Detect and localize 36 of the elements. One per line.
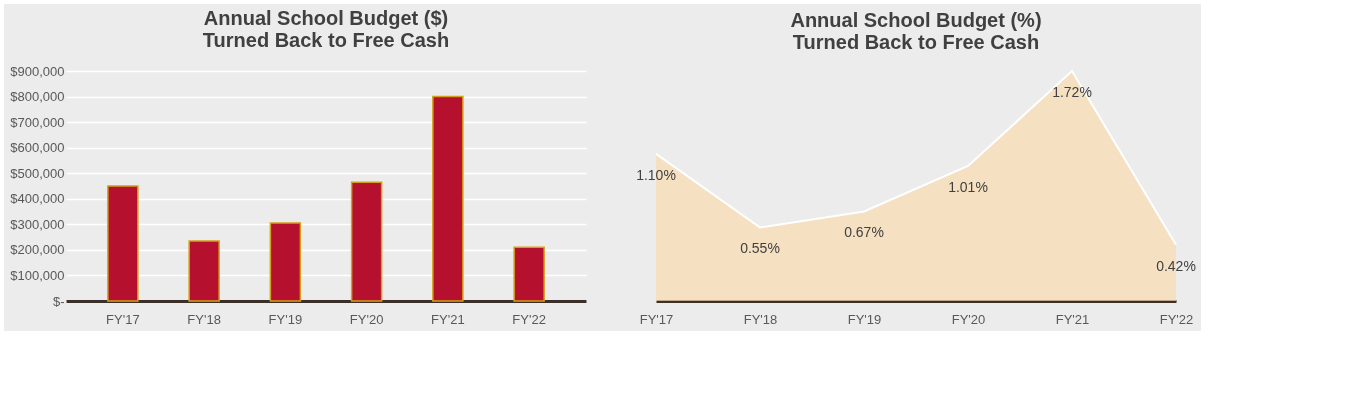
x-tick-label: FY'20 — [349, 311, 384, 327]
data-label: 1.72% — [1052, 84, 1092, 100]
y-tick-label: $- — [52, 293, 65, 309]
chart-title: Annual School Budget (%) Turned Back to Free Cash — [790, 9, 1042, 53]
x-tick-label: FY'19 — [268, 311, 303, 327]
bar — [269, 222, 302, 302]
data-label: 0.55% — [740, 240, 780, 257]
y-tick-label: $700,000 — [10, 114, 65, 130]
y-tick-label: $500,000 — [10, 165, 65, 181]
data-label: 0.42% — [1156, 257, 1196, 274]
data-label: 0.67% — [844, 224, 884, 241]
x-tick-label: FY'17 — [106, 311, 140, 327]
y-tick-label: $100,000 — [10, 267, 65, 283]
y-tick-label: $900,000 — [10, 63, 65, 79]
x-tick-label: FY'17 — [639, 311, 674, 327]
x-tick-label: FY'22 — [1159, 311, 1194, 327]
x-tick-label: FY'22 — [512, 311, 546, 327]
x-tick-label: FY'19 — [847, 311, 882, 327]
bar — [107, 185, 139, 302]
y-tick-label: $200,000 — [10, 242, 65, 258]
y-tick-label: $400,000 — [10, 191, 65, 207]
x-tick-label: FY'21 — [431, 311, 465, 327]
x-tick-label: FY'18 — [743, 311, 778, 327]
data-label: 1.10% — [636, 166, 676, 183]
y-tick-label: $300,000 — [10, 216, 65, 232]
chart-title: Annual School Budget ($) Turned Back to Free Cash — [202, 7, 450, 51]
y-tick-label: $600,000 — [10, 140, 65, 156]
x-tick-label: FY'21 — [1055, 311, 1090, 327]
bar — [350, 181, 383, 302]
bar — [513, 246, 545, 302]
x-tick-label: FY'18 — [187, 311, 221, 327]
y-tick-label: $800,000 — [10, 89, 65, 105]
bar — [432, 95, 464, 302]
data-label: 1.01% — [948, 178, 988, 195]
bar — [188, 240, 220, 302]
x-tick-label: FY'20 — [951, 311, 986, 327]
